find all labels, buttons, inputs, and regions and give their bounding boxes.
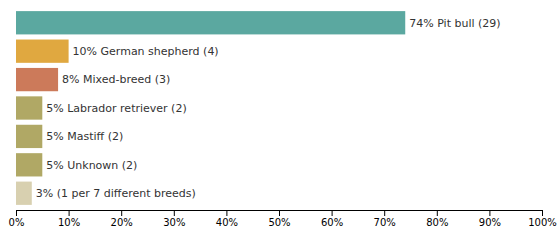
tick: 70% [374,210,396,228]
tick: 90% [479,210,501,228]
bar [16,182,32,205]
category-label: 74% Pit bull (29) [409,17,500,30]
bars [16,11,405,205]
tick-label: 70% [374,217,396,228]
tick-mark [542,210,543,216]
bar [16,68,58,91]
category-label: 5% Labrador retriever (2) [46,102,186,115]
tick-mark [121,210,122,216]
tick-label: 100% [528,217,557,228]
tick-mark [174,210,175,216]
tick: 100% [528,210,557,228]
bar [16,96,42,119]
tick-label: 60% [321,217,343,228]
tick-mark [279,210,280,216]
bar [16,40,69,63]
tick-mark [384,210,385,216]
tick-label: 30% [163,217,185,228]
tick-label: 0% [9,217,25,228]
tick-label: 90% [479,217,501,228]
tick-label: 50% [268,217,290,228]
category-label: 5% Mastiff (2) [46,130,123,143]
category-label: 8% Mixed-breed (3) [62,73,170,86]
tick: 40% [216,210,238,228]
chart: 0% 10% 20% 30% 40% 50% 60% 70% 80% 90% 100% 3% (1 p… [0,0,560,234]
tick: 10% [58,210,80,228]
tick-label: 10% [58,217,80,228]
axis-line [17,211,543,217]
tick-mark [332,210,333,216]
tick-label: 40% [216,217,238,228]
tick: 60% [321,210,343,228]
bar-labels: 3% (1 per 7 different breeds) 5% Unknown … [36,17,501,200]
tick-mark [16,210,17,216]
tick-mark [226,210,227,216]
tick-label: 80% [426,217,448,228]
bar [16,153,42,176]
tick-mark [489,210,490,216]
tick-label: 20% [111,217,133,228]
tick: 30% [163,210,185,228]
category-label: 5% Unknown (2) [46,159,137,172]
x-axis: 0% 10% 20% 30% 40% 50% 60% 70% 80% 90% 100% [9,210,557,228]
bar [16,11,405,34]
tick: 50% [268,210,290,228]
bar [16,125,42,148]
tick: 20% [111,210,133,228]
tick-mark [437,210,438,216]
plot: 0% 10% 20% 30% 40% 50% 60% 70% 80% 90% 100% 3% (1 p… [9,11,557,228]
tick: 0% [9,210,25,228]
category-label: 10% German shepherd (4) [73,45,219,58]
category-label: 3% (1 per 7 different breeds) [36,187,196,200]
tick-mark [69,210,70,216]
tick: 80% [426,210,448,228]
